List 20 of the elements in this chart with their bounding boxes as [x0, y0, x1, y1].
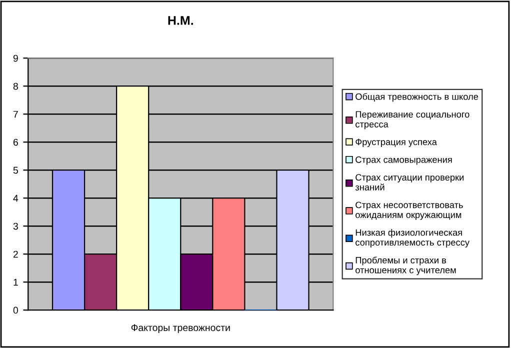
- y-tick-label: 2: [13, 250, 18, 258]
- legend-label: Страх самовыражения: [356, 156, 452, 165]
- legend-label: Общая тревожность в школе: [356, 93, 478, 102]
- legend-label: Страх ситуации проверки знаний: [355, 174, 464, 190]
- x-tick-label: Факторы тревожности: [131, 324, 230, 334]
- y-tick-label: 8: [13, 82, 18, 90]
- y-tick-label: 3: [13, 222, 18, 230]
- chart-title: Н.М.: [168, 16, 193, 25]
- legend-label: Страх несоответствовать ожиданиям окружающим: [356, 202, 463, 220]
- y-tick-label: 5: [13, 166, 18, 174]
- y-tick-label: 4: [13, 194, 18, 202]
- y-tick-label: 0: [13, 306, 18, 314]
- legend-label: Низкая физиологическая сопротивляемость стрессу: [356, 229, 470, 248]
- y-tick-label: 1: [14, 278, 18, 286]
- legend-label: Переживание социального стресса: [356, 111, 470, 130]
- legend-label: Фрустрация успеха: [356, 138, 437, 147]
- y-tick-label: 9: [13, 54, 18, 62]
- y-tick-label: 7: [13, 110, 18, 118]
- y-tick-label: 6: [13, 138, 18, 146]
- legend-label: Проблемы и страхи в отношениях с учителем: [356, 256, 456, 276]
